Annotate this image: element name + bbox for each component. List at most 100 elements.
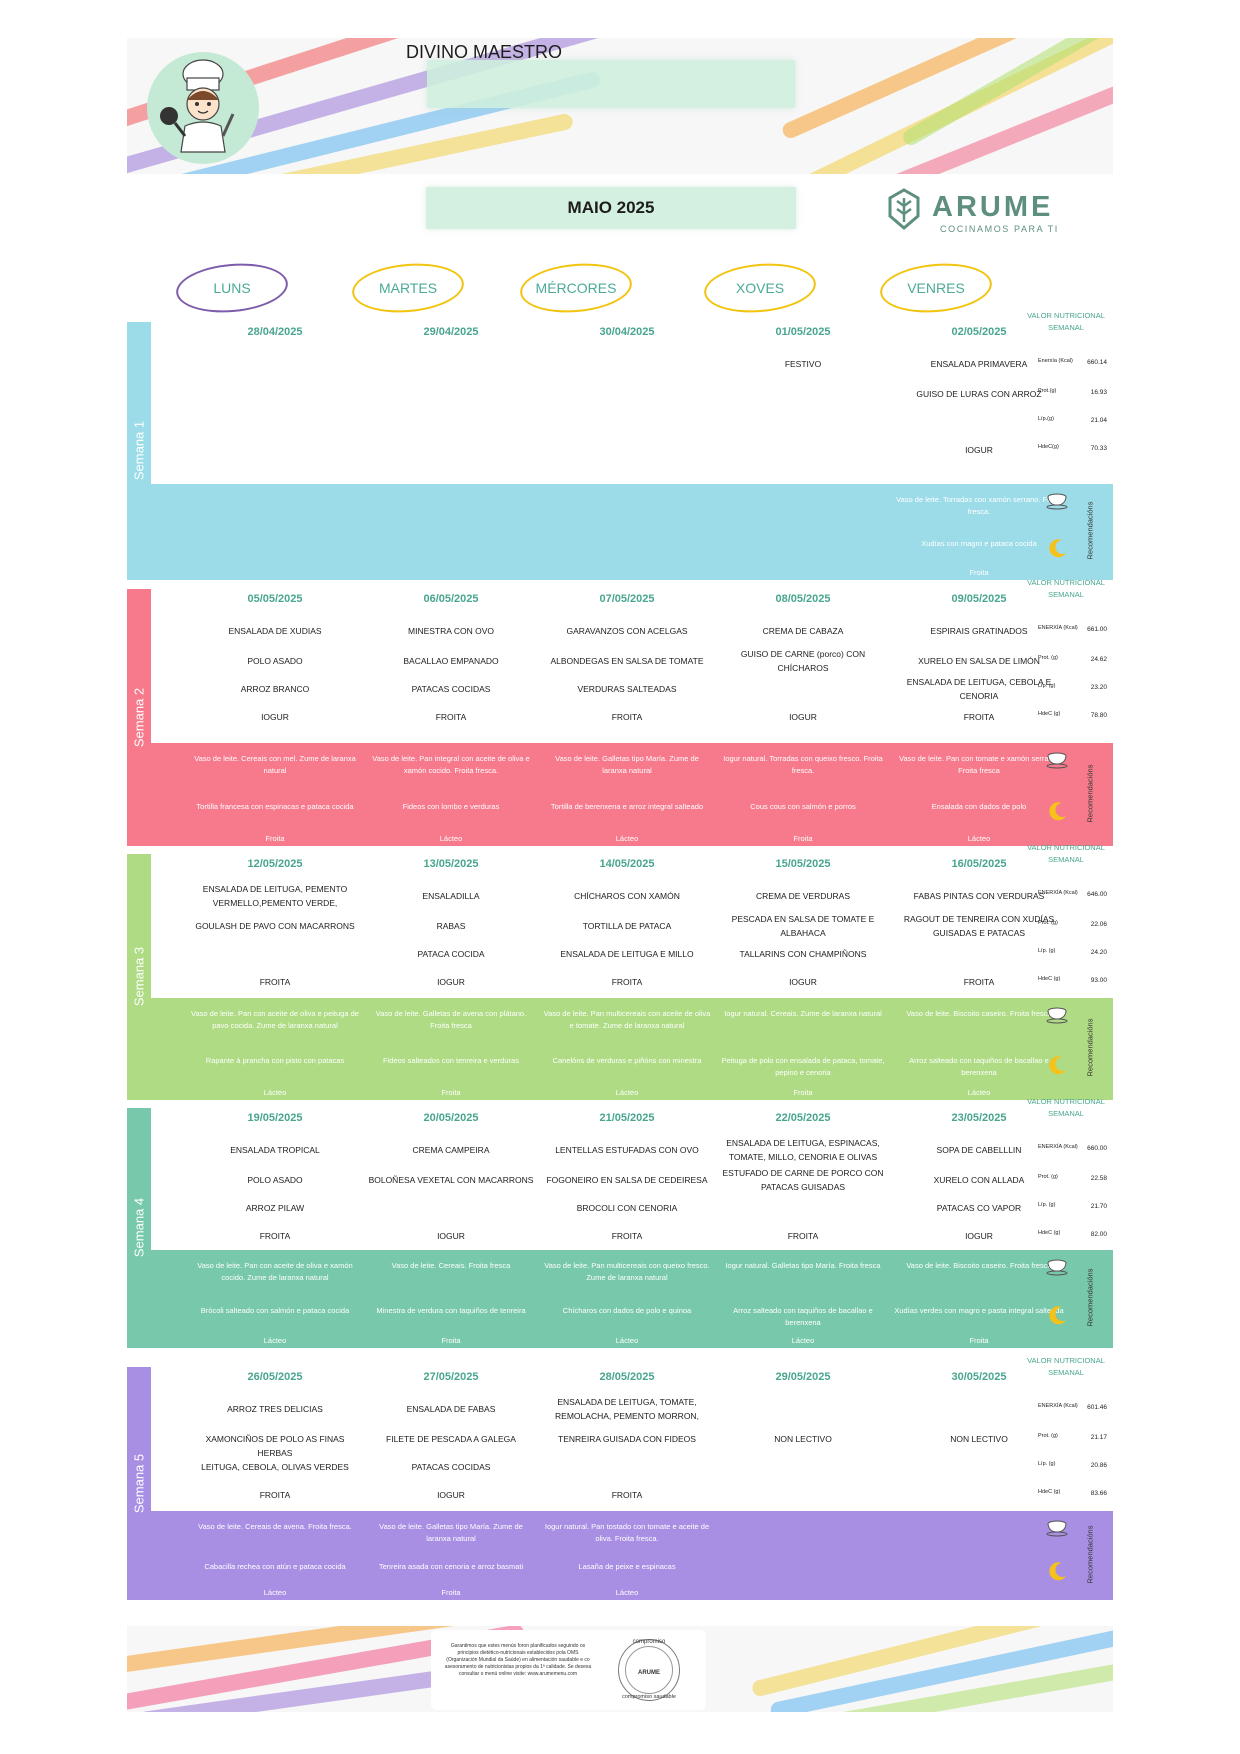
recommendation-snack: Lácteo	[615, 1088, 639, 1097]
dish-item: ARROZ PILAW	[245, 1203, 305, 1213]
logo-tagline: COCINAMOS PARA TI	[940, 224, 1059, 234]
dish-item: VERDURAS SALTEADAS	[577, 684, 677, 694]
dish-item: XURELO CON ALLADA	[933, 1175, 1025, 1185]
recommendation-snack: Lácteo	[263, 1336, 287, 1345]
dinner-moon-icon	[1047, 1560, 1069, 1582]
dish-item: IOGUR	[437, 977, 465, 987]
recommendations-label: Recomendacións	[1085, 501, 1095, 560]
dish-item: ENSALADA DE LEITUGA, ESPINACAS, TOMATE, …	[726, 1138, 880, 1162]
recommendation-dinner: Cabacilla rechea con atún e pataca cocid…	[204, 1561, 346, 1571]
dish-item: FROITA	[611, 1490, 643, 1500]
recommendation-snack: Froita	[969, 568, 989, 577]
recommendation-snack: Froita	[793, 1088, 813, 1097]
recommendation-snack: Lácteo	[615, 834, 639, 843]
dish-item: FABAS PINTAS CON VERDURAS	[913, 891, 1045, 901]
recommendation-dinner: Chícharos con dados de polo e quinoa	[562, 1305, 692, 1315]
week-label: Semana 1	[131, 420, 147, 481]
recommendation-dinner: Fideos con lombo e verduras	[402, 801, 500, 811]
dish-item: ENSALADA TROPICAL	[230, 1145, 320, 1155]
recommendation-dinner: Tenreira asada con cenoria e arroz basma…	[378, 1561, 524, 1571]
nutrition-value: 21.04	[1090, 417, 1107, 424]
recommendation-dinner: Brócoli salteado con salmón e pataca coc…	[200, 1305, 350, 1315]
recommendation-lunch: Vaso de leite. Cereais de avena. Froita …	[198, 1522, 352, 1531]
dish-item: FROITA	[963, 977, 995, 987]
cup-icon	[1046, 752, 1068, 769]
nutrition-label: Prot. (g)	[1038, 655, 1058, 661]
week-section: Semana 4 19/05/2025 ENSALADA TROPICAL POLO …	[127, 1097, 1113, 1348]
dish-item: TORTILLA DE PATACA	[582, 921, 672, 931]
dish-item: XURELO EN SALSA DE LIMÓN	[918, 656, 1040, 666]
nutrition-label: Prot. (g)	[1038, 920, 1058, 926]
cup-icon	[1046, 493, 1068, 510]
recommendations-band	[127, 484, 1113, 580]
recommendation-snack: Froita	[969, 1336, 989, 1345]
dish-item: CREMA DE VERDURAS	[756, 891, 850, 901]
leaf-icon	[888, 188, 920, 230]
recommendation-snack: Lácteo	[439, 834, 463, 843]
day-name: MARTES	[378, 280, 438, 296]
dish-item: FROITA	[259, 1490, 291, 1500]
dish-item: LEITUGA, CEBOLA, OLIVAS VERDES	[201, 1462, 349, 1472]
dish-item: CREMA DE CABAZA	[762, 626, 844, 636]
recommendation-snack: Lácteo	[615, 1588, 639, 1597]
recommendation-lunch: Vaso de leite. Torradas con xamón serran…	[896, 495, 1062, 516]
breakfast-cup-icon	[1046, 1519, 1068, 1537]
nutrition-value: 22.58	[1090, 1175, 1107, 1182]
cup-icon	[1046, 1007, 1068, 1024]
compromise-seal: compromiso ARUME compromiso saudable	[618, 1639, 680, 1701]
dish-item: POLO ASADO	[247, 1175, 303, 1185]
nutrition-value: 22.06	[1090, 921, 1107, 928]
nutrition-label: HdeC(g)	[1038, 444, 1059, 450]
menu-date: 05/05/2025	[247, 593, 303, 605]
day-header-monday: LUNS	[174, 259, 290, 317]
menu-date: 07/05/2025	[599, 593, 655, 605]
dish-item: ENSALADILLA	[422, 891, 480, 901]
day-header-thursday: XOVES	[702, 259, 818, 317]
recommendation-dinner: Ensalada con dados de polo	[931, 801, 1027, 811]
dish-item: CHÍCHAROS CON XAMÓN	[574, 891, 680, 901]
breakfast-cup-icon	[1046, 1006, 1068, 1024]
dish-item: ARROZ BRANCO	[240, 684, 310, 694]
cup-icon	[1046, 1520, 1068, 1537]
nutrition-heading: VALOR NUTRICIONAL SEMANAL	[1027, 578, 1105, 599]
recommendation-snack: Lácteo	[791, 1336, 815, 1345]
dish-item: SOPA DE CABELLLIN	[936, 1145, 1022, 1155]
footer-disclaimer: Garantimos que estes menús foron planifi…	[444, 1643, 592, 1677]
dish-item: GOULASH DE PAVO CON MACARRONS	[195, 921, 355, 931]
dish-item: FROITA	[259, 1231, 291, 1241]
day-name: VENRES	[907, 280, 965, 296]
seal-brand: ARUME	[638, 1670, 660, 1676]
week-side-bar: Semana 3	[127, 854, 151, 1100]
logo-name: ARUME	[932, 191, 1054, 223]
nutrition-value: 16.93	[1090, 389, 1107, 396]
dish-item: POLO ASADO	[247, 656, 303, 666]
recommendation-dinner: Minestra de verdura con taquiños de tenr…	[376, 1305, 526, 1315]
recommendation-lunch: Vaso de leite. Pan multicereais con quei…	[544, 1261, 710, 1282]
menu-date: 06/05/2025	[423, 593, 479, 605]
recommendation-lunch: Vaso de leite. Pan con tomate e xamón se…	[899, 754, 1059, 775]
dish-item: FOGONEIRO EN SALSA DE CEDEIRESA	[546, 1175, 708, 1185]
recommendation-lunch: Vaso de leite. Pan multicereais con acei…	[543, 1009, 711, 1030]
dish-item: FROITA	[611, 977, 643, 987]
week-label: Semana 3	[131, 946, 147, 1007]
recommendation-dinner: Arroz salteado con taquiños de bacallao …	[909, 1056, 1049, 1078]
recommendation-snack: Froita	[441, 1336, 461, 1345]
dish-item: PATACAS COCIDAS	[411, 684, 491, 694]
week-section: Semana 5 26/05/2025 ARROZ TRES DELICIAS XAM…	[127, 1356, 1113, 1600]
moon-icon	[1049, 1562, 1066, 1581]
menu-date: 20/05/2025	[423, 1112, 479, 1124]
dish-item: FILETE DE PESCADA A GALEGA	[386, 1434, 516, 1444]
seal-bottom-text: compromiso saudable	[622, 1694, 676, 1700]
dinner-moon-icon	[1047, 1054, 1069, 1076]
menu-date: 14/05/2025	[599, 858, 655, 870]
recommendation-lunch: Vaso de leite. Pan con aceite de oliva e…	[197, 1261, 353, 1282]
nutrition-label: Enerxía (Kcal)	[1038, 358, 1073, 364]
recommendation-lunch: Vaso de leite. Pan con aceite de oliva e…	[191, 1009, 359, 1030]
dish-item: ALBONDEGAS EN SALSA DE TOMATE	[550, 656, 704, 666]
nutrition-label: ENERXÍA (Kcal)	[1038, 625, 1078, 631]
nutrition-value: 24.20	[1090, 949, 1107, 956]
nutrition-value: 24.62	[1090, 656, 1107, 663]
day-name: MÉRCORES	[535, 280, 617, 296]
nutrition-label: Líp. (g)	[1038, 1202, 1056, 1208]
nutrition-label: HdeC (g)	[1038, 1230, 1061, 1236]
